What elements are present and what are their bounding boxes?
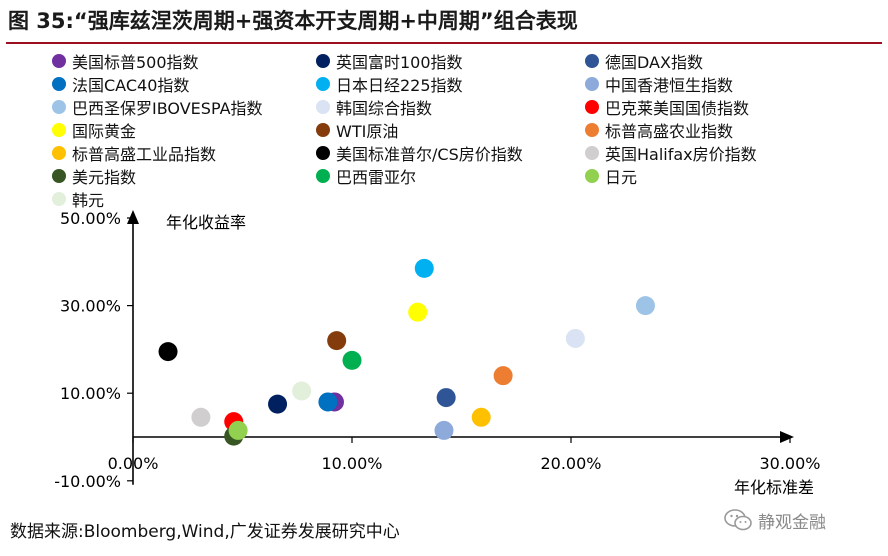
legend-marker [52, 100, 66, 114]
legend-label: 美国标准普尔/CS房价指数 [336, 145, 523, 164]
legend-item: 英国Halifax房价指数 [585, 142, 757, 164]
data-point [408, 302, 428, 322]
legend-marker [585, 123, 599, 137]
legend-label: 标普高盛工业品指数 [72, 145, 217, 164]
legend-label: 英国富时100指数 [336, 53, 463, 72]
legend-label: 韩元 [72, 191, 105, 210]
legend-item: 标普高盛农业指数 [585, 119, 733, 141]
legend-item: 国际黄金 [52, 119, 136, 141]
data-point [191, 407, 211, 427]
legend-marker [585, 169, 599, 183]
legend-marker [585, 100, 599, 114]
legend-label: 德国DAX指数 [605, 53, 703, 72]
x-axis-arrow [780, 431, 794, 443]
data-point [342, 350, 362, 370]
legend-item: 美元指数 [52, 165, 136, 187]
legend-marker [52, 192, 66, 206]
legend-label: 巴克莱美国国债指数 [605, 99, 750, 118]
legend-item: 巴西圣保罗IBOVESPA指数 [52, 96, 263, 118]
data-point [471, 407, 491, 427]
data-point [268, 394, 288, 414]
legend-item: 韩元 [52, 188, 104, 210]
legend-label: 标普高盛农业指数 [605, 122, 734, 141]
legend-label: 国际黄金 [72, 122, 137, 141]
legend-marker [316, 100, 330, 114]
y-axis-arrow [127, 210, 139, 224]
legend-label: 中国香港恒生指数 [605, 76, 734, 95]
legend-marker [52, 54, 66, 68]
legend-marker [316, 54, 330, 68]
legend-item: 法国CAC40指数 [52, 73, 189, 95]
legend-item: 美国标准普尔/CS房价指数 [316, 142, 523, 164]
legend-marker [52, 77, 66, 91]
legend-marker [585, 54, 599, 68]
data-point [434, 420, 454, 440]
data-point [436, 388, 456, 408]
legend-label: 美国标普500指数 [72, 53, 199, 72]
legend-label: 日元 [605, 168, 638, 187]
legend-label: 韩国综合指数 [336, 99, 433, 118]
data-point [565, 328, 585, 348]
watermark-text: 静观金融 [758, 512, 826, 533]
legend-item: 美国标普500指数 [52, 50, 199, 72]
chart-legend: 美国标普500指数 英国富时100指数 德国DAX指数法国CAC40指数 日本日经22… [0, 0, 888, 212]
data-point [228, 420, 248, 440]
legend-marker [52, 169, 66, 183]
y-tick-label: 30.00% [60, 297, 121, 316]
legend-marker [316, 77, 330, 91]
legend-item: 中国香港恒生指数 [585, 73, 733, 95]
data-point [292, 381, 312, 401]
legend-label: 日本日经225指数 [336, 76, 463, 95]
legend-item: 日本日经225指数 [316, 73, 463, 95]
legend-marker [316, 123, 330, 137]
legend-item: WTI原油 [316, 119, 398, 141]
legend-marker [316, 169, 330, 183]
legend-item: 日元 [585, 165, 637, 187]
y-axis-title: 年化收益率 [166, 213, 246, 232]
x-tick-label: 20.00% [540, 454, 601, 473]
data-point [318, 392, 338, 412]
legend-label: WTI原油 [336, 122, 399, 141]
data-point [635, 296, 655, 316]
legend-label: 法国CAC40指数 [72, 76, 190, 95]
legend-item: 标普高盛工业品指数 [52, 142, 216, 164]
legend-marker [52, 146, 66, 160]
data-point [414, 258, 434, 278]
data-source-note: 数据来源:Bloomberg,Wind,广发证券发展研究中心 [10, 522, 400, 542]
legend-marker [52, 123, 66, 137]
legend-item: 韩国综合指数 [316, 96, 432, 118]
y-tick-label: 50.00% [60, 209, 121, 228]
title-divider [6, 42, 882, 44]
wechat-icon [724, 509, 752, 531]
legend-item: 英国富时100指数 [316, 50, 463, 72]
legend-marker [316, 146, 330, 160]
legend-marker [585, 77, 599, 91]
legend-item: 德国DAX指数 [585, 50, 703, 72]
data-point [158, 342, 178, 362]
legend-label: 巴西圣保罗IBOVESPA指数 [72, 99, 263, 118]
x-tick-label: 10.00% [321, 454, 382, 473]
legend-item: 巴克莱美国国债指数 [585, 96, 749, 118]
legend-label: 英国Halifax房价指数 [605, 145, 757, 164]
x-axis-title: 年化标准差 [734, 478, 814, 497]
data-point [327, 331, 347, 351]
legend-label: 美元指数 [72, 168, 137, 187]
legend-item: 巴西雷亚尔 [316, 165, 416, 187]
legend-label: 巴西雷亚尔 [336, 168, 417, 187]
x-tick-label: 30.00% [759, 454, 820, 473]
data-point [493, 366, 513, 386]
y-tick-label: 10.00% [60, 384, 121, 403]
x-tick-label: 0.00% [108, 454, 159, 473]
y-tick-label: -10.00% [54, 472, 121, 491]
figure-title: 图 35:“强库兹涅茨周期+强资本开支周期+中周期”组合表现 [8, 9, 578, 33]
watermark: 静观金融 [724, 504, 826, 536]
legend-marker [585, 146, 599, 160]
